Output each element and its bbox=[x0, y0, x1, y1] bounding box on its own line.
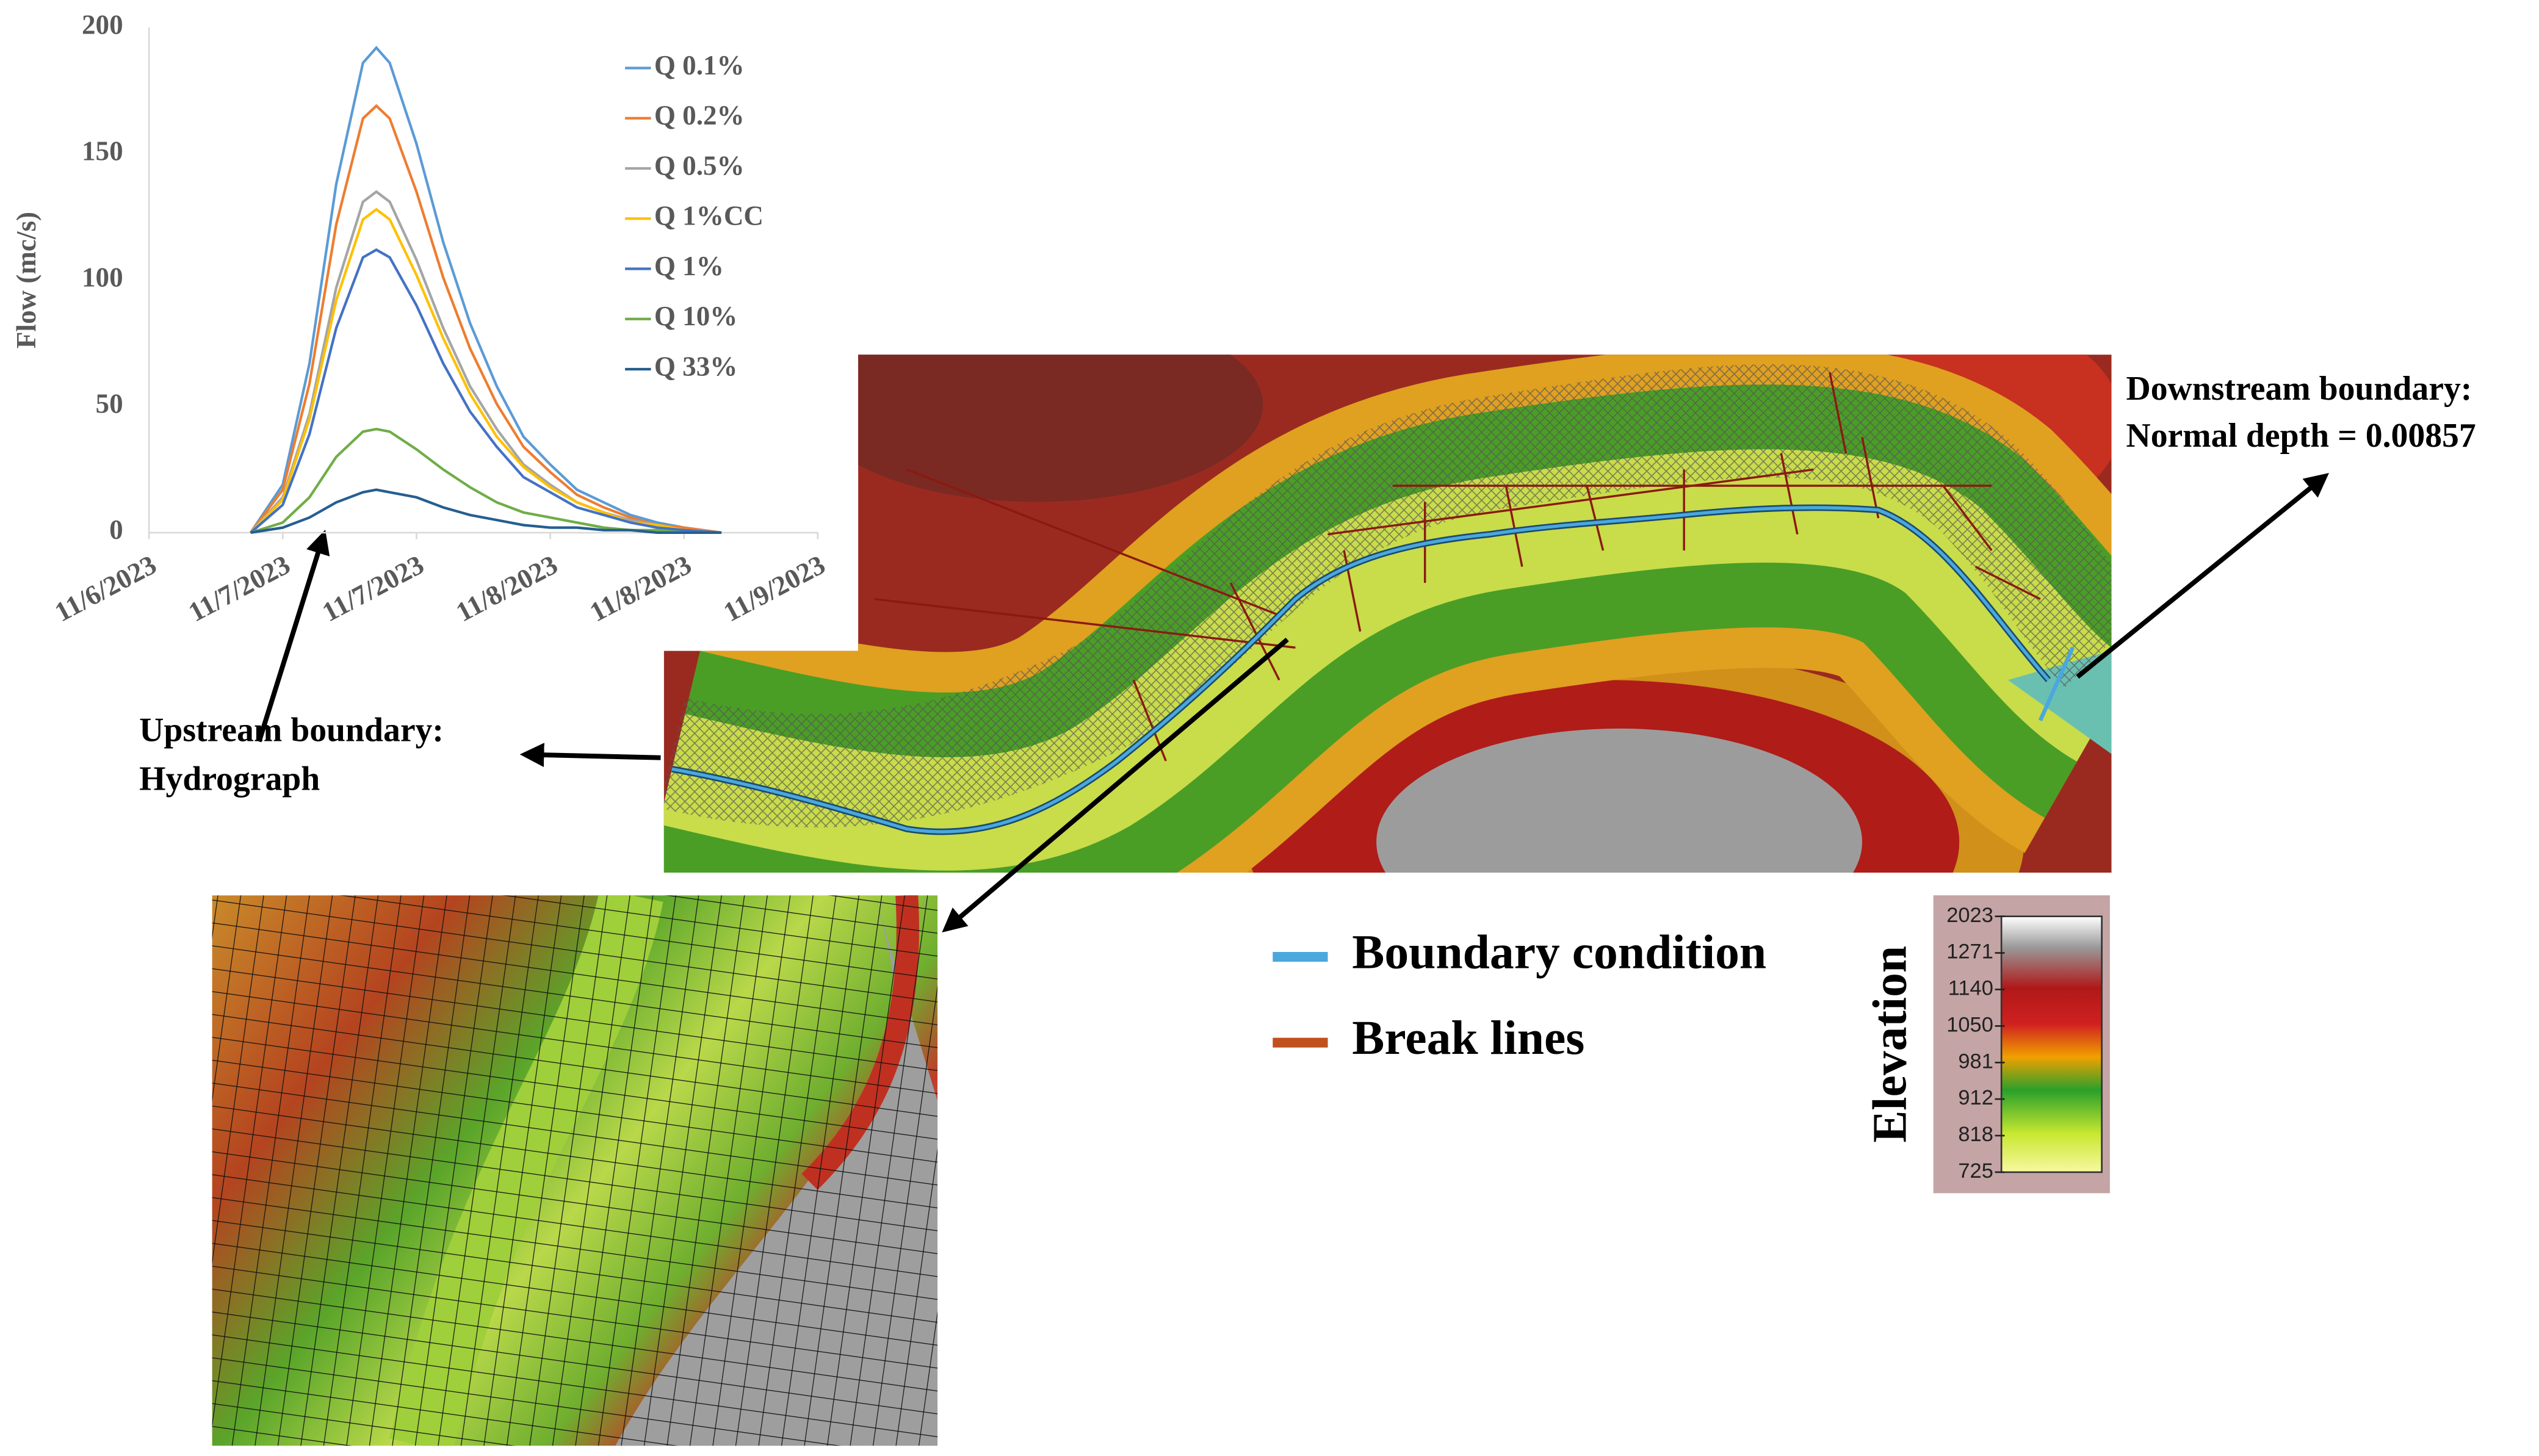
y-axis-label: Flow (mc/s) bbox=[11, 212, 42, 348]
x-tick-label: 11/9/2023 bbox=[718, 549, 830, 628]
series-line bbox=[250, 248, 722, 535]
legend-label: Q 0.5% bbox=[654, 150, 745, 181]
series-line bbox=[249, 46, 722, 535]
legend-label: Q 33% bbox=[654, 351, 738, 381]
x-tick-label: 11/8/2023 bbox=[585, 549, 696, 628]
legend-label: Q 0.2% bbox=[654, 100, 745, 131]
legend-label: Q 1% bbox=[654, 251, 724, 281]
colorbar-label: 2023 bbox=[1946, 904, 1993, 927]
y-tick-label: 200 bbox=[82, 9, 123, 40]
series-line bbox=[250, 207, 722, 535]
colorbar-label: 1050 bbox=[1946, 1013, 1993, 1036]
y-tick-label: 0 bbox=[109, 514, 123, 545]
mesh-inset bbox=[212, 895, 938, 1446]
x-tick-label: 11/7/2023 bbox=[184, 549, 295, 628]
series-line bbox=[249, 104, 722, 535]
legend-label: Q 1%CC bbox=[654, 201, 764, 231]
legend-label: Q 0.1% bbox=[654, 50, 745, 81]
colorbar-label: 818 bbox=[1958, 1123, 1993, 1146]
colorbar bbox=[2000, 915, 2103, 1173]
colorbar-label: 912 bbox=[1958, 1086, 1993, 1109]
annotation: Normal depth = 0.00857 bbox=[2126, 417, 2476, 455]
x-tick-label: 11/7/2023 bbox=[317, 549, 429, 628]
annotation: Hydrograph bbox=[139, 760, 320, 798]
legend-label: Q 10% bbox=[654, 301, 738, 331]
annotation: Upstream boundary: bbox=[139, 712, 444, 749]
x-tick-label: 11/6/2023 bbox=[49, 549, 161, 628]
map-legend-label: Break lines bbox=[1352, 1011, 1584, 1065]
annotation: Downstream boundary: bbox=[2126, 370, 2472, 408]
terrain-map bbox=[663, 355, 2112, 873]
arrows bbox=[256, 473, 2329, 933]
series-line bbox=[250, 488, 722, 535]
colorbar-label: 981 bbox=[1958, 1050, 1993, 1073]
colorbar-label: 725 bbox=[1958, 1159, 1993, 1183]
series-line bbox=[250, 190, 722, 535]
y-tick-label: 50 bbox=[96, 388, 123, 419]
y-tick-label: 100 bbox=[82, 262, 123, 292]
elevation-title: Elevation bbox=[1863, 946, 1916, 1143]
x-tick-label: 11/8/2023 bbox=[451, 549, 563, 628]
colorbar-label: 1140 bbox=[1948, 977, 1993, 1000]
map-legend-label: Boundary condition bbox=[1352, 925, 1766, 979]
y-tick-label: 150 bbox=[82, 135, 123, 166]
colorbar-label: 1271 bbox=[1946, 940, 1993, 964]
